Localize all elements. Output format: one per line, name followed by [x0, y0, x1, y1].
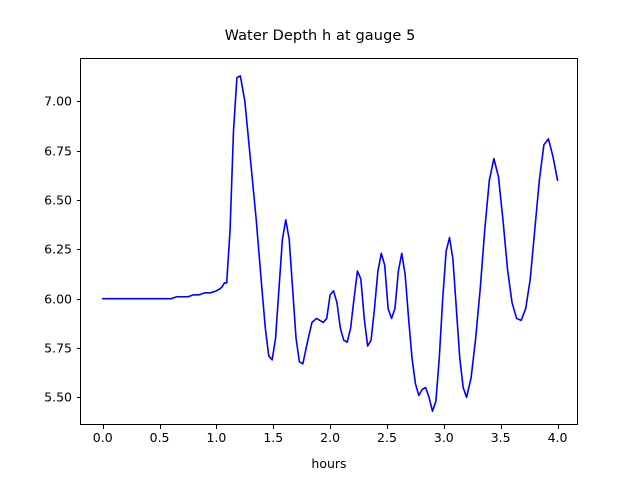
x-axis-label: hours	[311, 456, 347, 471]
x-tick-mark	[443, 425, 445, 429]
y-tick-label: 6.00	[44, 291, 72, 307]
x-tick-mark	[330, 425, 332, 429]
x-tick-label: 4.0	[547, 430, 568, 445]
chart-title: Water Depth h at gauge 5	[224, 28, 416, 44]
y-tick-label: 5.75	[44, 340, 72, 356]
x-tick-label: 0.0	[92, 430, 113, 445]
x-tick-mark	[557, 425, 559, 429]
y-tick-label: 6.75	[44, 143, 72, 159]
x-tick-label: 3.5	[490, 430, 511, 445]
y-tick-label: 6.50	[44, 192, 72, 208]
water-depth-line	[101, 74, 559, 412]
y-tick-label: 6.25	[44, 241, 72, 257]
x-tick-mark	[273, 425, 275, 429]
x-tick-mark	[159, 425, 161, 429]
data-line-svg	[101, 74, 559, 412]
x-tick-label: 3.0	[433, 430, 454, 445]
axes-frame	[80, 58, 578, 425]
x-tick-mark	[386, 425, 389, 429]
x-tick-label: 1.0	[206, 430, 227, 445]
x-tick-label: 2.5	[377, 430, 397, 445]
x-tick-label: 0.5	[149, 430, 170, 445]
x-tick-mark	[216, 425, 218, 429]
y-tick-label: 5.50	[44, 389, 72, 405]
x-tick-mark	[500, 425, 502, 429]
x-tick-label: 2.0	[320, 430, 341, 445]
y-tick-label: 7.00	[44, 93, 72, 109]
x-tick-mark	[102, 425, 104, 429]
plot-axes: 5.50 5.75 6.00 6.25 6.50 6.75 7.00 0.0 0.5 1.0 1.…	[44, 58, 578, 471]
x-tick-label: 1.5	[263, 430, 284, 445]
